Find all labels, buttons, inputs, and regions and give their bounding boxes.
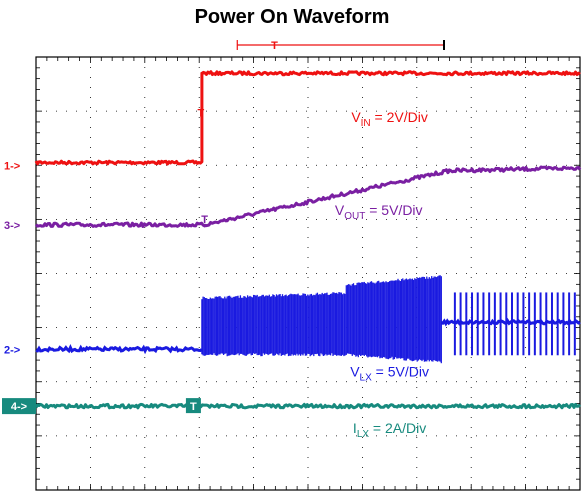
label-scale: = 2A/Div (369, 420, 426, 436)
label-scale: = 2V/Div (371, 109, 428, 125)
label-main: V (335, 202, 345, 218)
bracket-trigger-marker: T (271, 40, 278, 52)
channel-marker-1: 1-> (4, 160, 20, 172)
trace-line-vin (34, 70, 581, 166)
trace-label-vin: VIN = 2V/Div (351, 109, 428, 129)
label-subscript: IN (361, 118, 371, 129)
label-subscript: OUT (344, 211, 365, 222)
label-subscript: LX (360, 372, 373, 383)
label-subscript: LX (357, 429, 370, 440)
channel-marker-3: 3-> (4, 220, 20, 232)
channel-marker-4: 4-> (11, 401, 27, 413)
trace-line-vlx-burst (440, 317, 581, 327)
label-scale: = 5V/Div (365, 202, 422, 218)
label-main: I (353, 420, 357, 436)
grid (35, 56, 581, 491)
channel-marker-2: 2-> (4, 344, 20, 356)
chart-title: Power On Waveform (194, 6, 390, 28)
trace-line-ilx (34, 402, 582, 410)
trace-vout: T (34, 165, 582, 228)
trace-vin: T (34, 70, 581, 166)
traces: TT (34, 70, 582, 410)
trace-line-vout (34, 165, 582, 228)
ilx-trigger-marker: T (190, 401, 197, 413)
ilx-trigger-box (185, 398, 201, 414)
trace-trigger-marker: T (198, 108, 205, 120)
trace-label-ilx: ILX = 2A/Div (353, 420, 426, 440)
trace-trigger-marker: T (201, 214, 208, 226)
label-scale: = 5V/Div (372, 363, 429, 379)
label-main: V (350, 363, 360, 379)
plot-frame (35, 56, 581, 491)
trace-label-vout: VOUT = 5V/Div (335, 202, 423, 222)
label-main: V (351, 109, 361, 125)
trace-label-vlx: VLX = 5V/Div (350, 363, 429, 383)
trigger-bracket: T (236, 40, 445, 52)
trace-vlx (35, 275, 581, 364)
trace-line-vlx (35, 344, 203, 355)
channel-markers: 1-> 3-> 2-> 4-> T (2, 160, 201, 415)
trace-ilx (34, 402, 582, 410)
channel-badge-4 (2, 398, 36, 415)
